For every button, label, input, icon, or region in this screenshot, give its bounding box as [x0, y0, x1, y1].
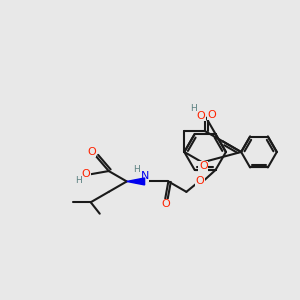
Text: O: O [197, 111, 206, 121]
Text: N: N [140, 172, 149, 182]
Text: H: H [190, 104, 196, 113]
Text: O: O [199, 161, 208, 171]
Text: O: O [196, 176, 205, 186]
Text: O: O [162, 200, 171, 209]
Text: O: O [208, 110, 216, 120]
Polygon shape [127, 178, 145, 185]
Text: O: O [82, 169, 91, 179]
Text: H: H [133, 165, 140, 174]
Text: O: O [87, 146, 96, 157]
Text: H: H [75, 176, 82, 184]
